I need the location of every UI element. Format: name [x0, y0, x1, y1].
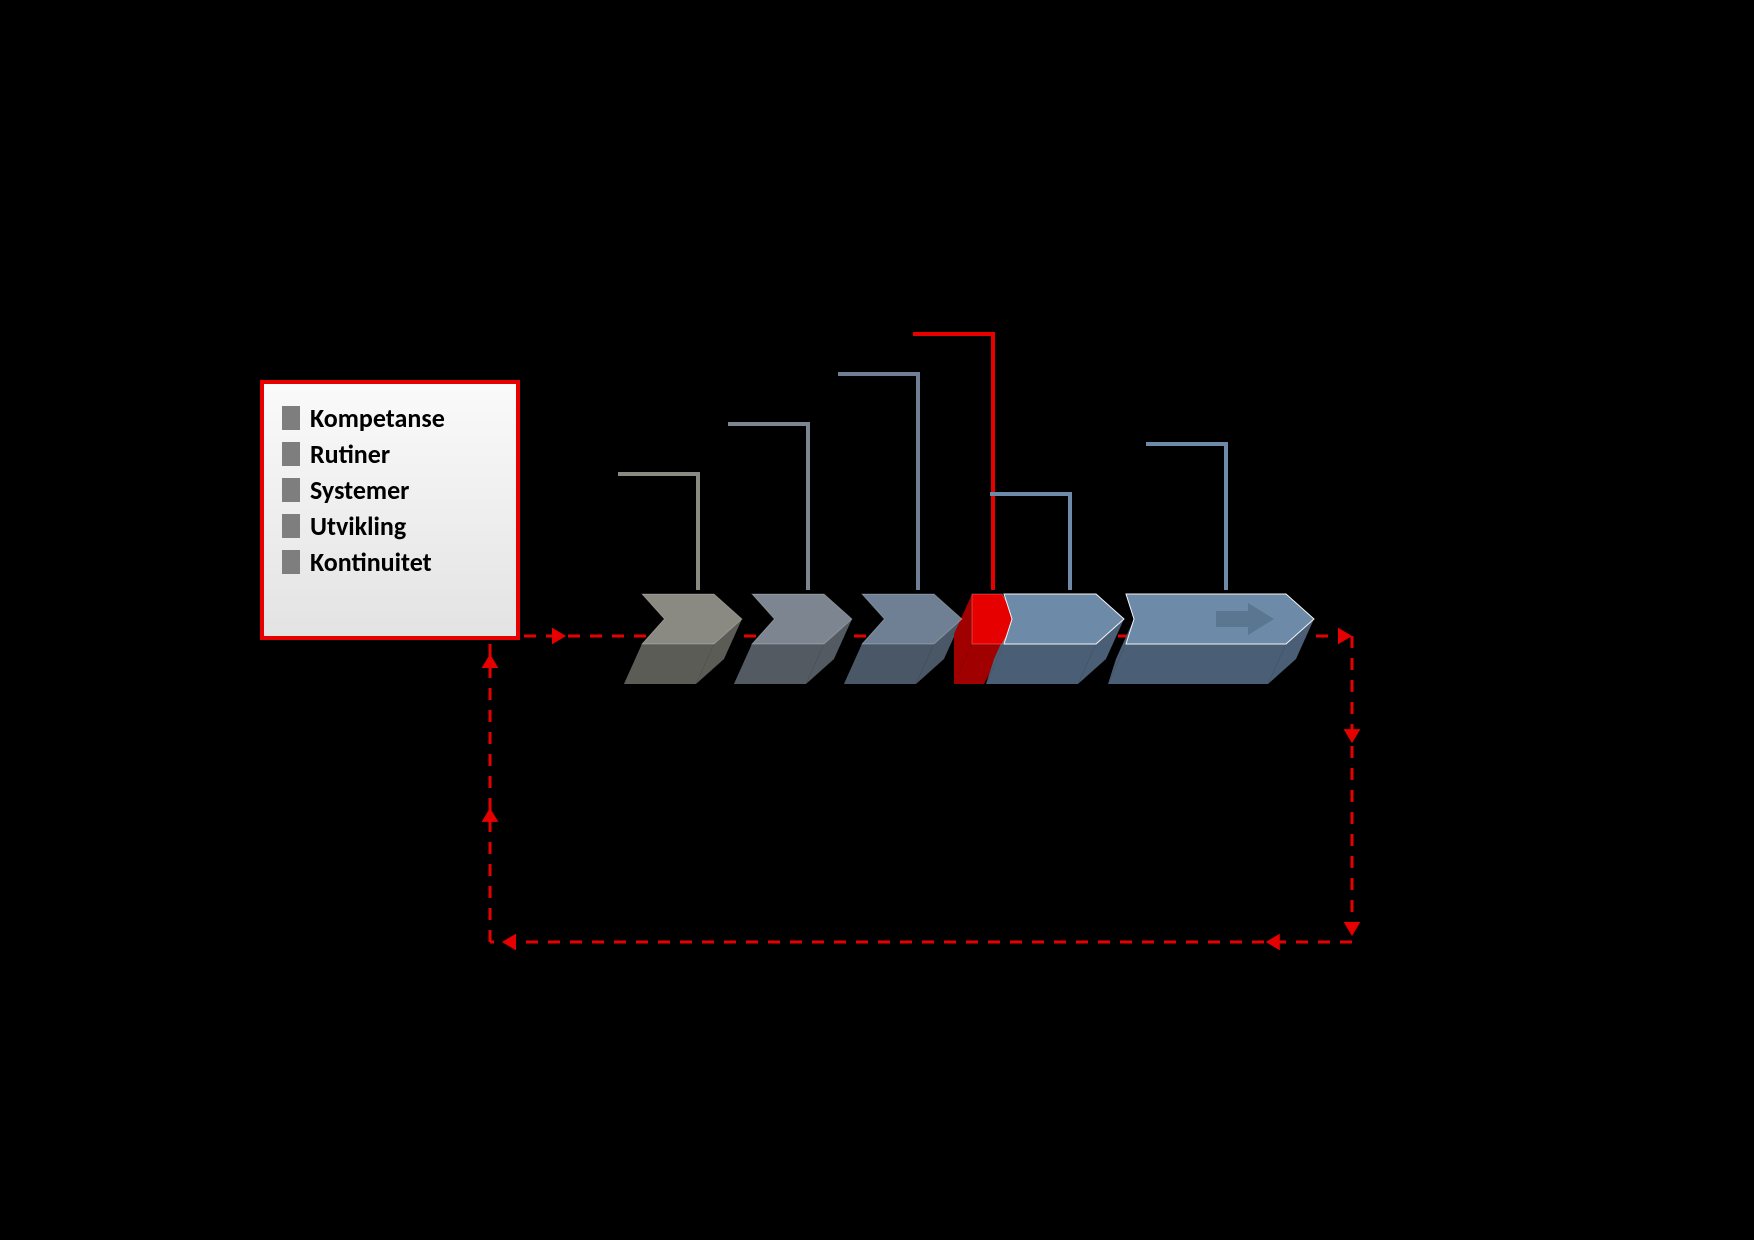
chevron-side: [1108, 644, 1286, 684]
loop-arrowhead-icon: [502, 934, 516, 951]
loop-arrowhead-icon: [1344, 922, 1361, 936]
loop-arrowhead-icon: [1338, 628, 1352, 645]
chevron-side: [986, 644, 1096, 684]
loop-arrowhead-icon: [482, 654, 499, 668]
callout-leader: [1146, 444, 1226, 590]
loop-arrowhead-icon: [552, 628, 566, 645]
loop-arrowhead-icon: [1344, 729, 1361, 743]
loop-arrowhead-icon: [482, 808, 499, 822]
callout-leader: [728, 424, 808, 590]
diagram-canvas: KompetanseRutinerSystemerUtviklingKontin…: [0, 0, 1754, 1240]
callout-leader: [618, 474, 698, 590]
chevron-tops-group: [642, 594, 1314, 644]
callouts-group: [618, 334, 1226, 590]
loop-arrowhead-icon: [1266, 934, 1280, 951]
diagram-svg: [0, 0, 1754, 1240]
callout-leader: [838, 374, 918, 590]
callout-leader: [990, 494, 1070, 590]
callout-leader: [913, 334, 993, 590]
